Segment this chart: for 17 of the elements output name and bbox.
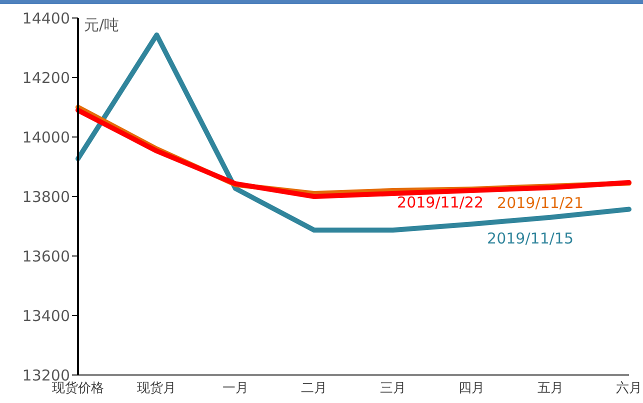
y-tick-label: 13600 [22, 247, 70, 266]
x-tick-label: 一月 [222, 381, 248, 396]
y-tick-label: 14000 [22, 128, 70, 146]
series-label: 2019/11/15 [487, 229, 574, 248]
series-label: 2019/11/21 [497, 194, 584, 212]
y-tick-label: 13400 [22, 306, 70, 325]
x-tick-label: 三月 [380, 381, 406, 396]
y-tick-label: 14200 [22, 68, 70, 87]
series-label: 2019/11/22 [397, 194, 484, 212]
y-tick-label: 14400 [22, 9, 70, 28]
x-tick-label: 六月 [616, 381, 642, 396]
y-axis-title: 元/吨 [84, 16, 120, 35]
x-tick-label: 二月 [301, 381, 328, 396]
x-tick-label: 四月 [458, 381, 485, 396]
y-tick-label: 13800 [22, 188, 70, 206]
x-tick-label: 五月 [537, 381, 564, 396]
x-tick-label: 现货月 [137, 381, 176, 396]
